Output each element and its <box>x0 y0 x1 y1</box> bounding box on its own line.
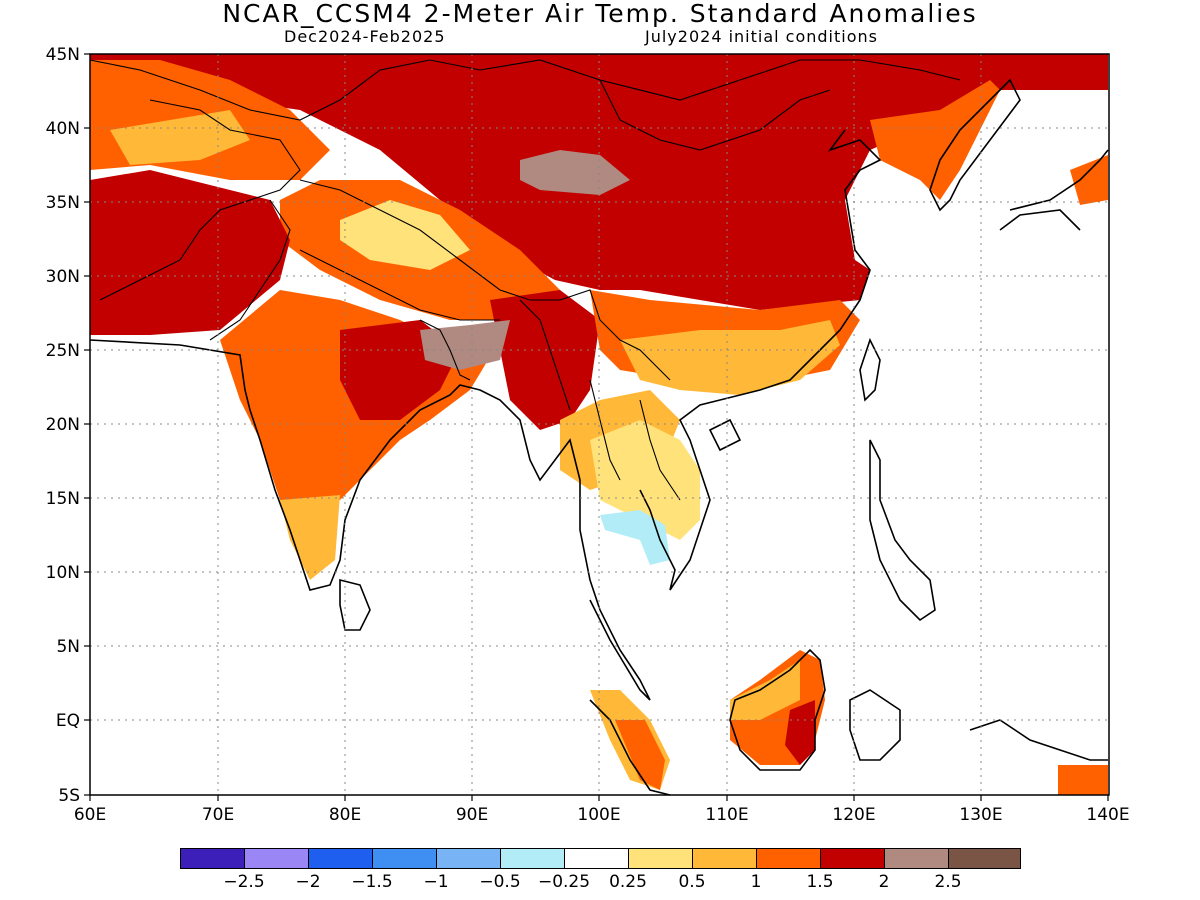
lat-label: 40N <box>46 119 80 139</box>
lat-label: 10N <box>46 563 80 583</box>
colorbar-swatch <box>756 848 821 869</box>
colorbar-swatch <box>308 848 373 869</box>
lat-label: EQ <box>56 711 80 731</box>
colorbar-label: 2.5 <box>934 872 962 892</box>
coastlines <box>89 78 1109 796</box>
lon-label: 120E <box>832 805 875 825</box>
lat-label: 15N <box>46 489 80 509</box>
anomaly-region-japan <box>1070 155 1108 205</box>
anomaly-region-sumatra-south <box>615 720 665 790</box>
colorbar-label: −0.25 <box>537 872 591 892</box>
lat-label: 25N <box>46 341 80 361</box>
lon-label: 100E <box>577 805 620 825</box>
lat-label: 5N <box>56 637 80 657</box>
lon-label: 80E <box>329 805 361 825</box>
anomaly-field <box>90 54 1108 795</box>
country-borders <box>89 59 961 501</box>
colorbar-swatch <box>628 848 693 869</box>
colorbar-label: 0.25 <box>609 872 647 892</box>
anomaly-region-myanmar <box>490 290 600 430</box>
tick-marks <box>84 53 1109 801</box>
lat-label: 30N <box>46 267 80 287</box>
colorbar-swatch <box>500 848 565 869</box>
colorbar-label: 0.5 <box>678 872 706 892</box>
anomaly-region-gulf <box>600 510 670 565</box>
colorbar-swatch <box>948 848 1021 869</box>
colorbar-label: −2 <box>295 872 321 892</box>
lat-label: 5S <box>58 786 80 806</box>
lon-label: 90E <box>456 805 488 825</box>
initial-conditions-label: July2024 initial conditions <box>645 27 878 46</box>
colorbar-label: 1 <box>750 872 762 892</box>
map-title: NCAR_CCSM4 2-Meter Air Temp. Standard An… <box>222 0 978 28</box>
anomaly-region-tarim <box>520 150 630 195</box>
anomaly-region-india-south <box>280 495 340 580</box>
colorbar-swatch <box>564 848 629 869</box>
colorbar-label: 2 <box>878 872 890 892</box>
colorbar-swatch <box>884 848 949 869</box>
colorbar-swatch <box>244 848 309 869</box>
colorbar-swatch <box>372 848 437 869</box>
graticule <box>90 54 1108 795</box>
colorbar-label: −1.5 <box>351 872 393 892</box>
anomaly-region-borneo-core <box>785 700 815 765</box>
colorbar-swatch <box>692 848 757 869</box>
lon-label: 70E <box>202 805 234 825</box>
lat-label: 35N <box>46 193 80 213</box>
lat-label: 20N <box>46 415 80 435</box>
anomaly-region-thailand <box>590 420 700 540</box>
colorbar-label: 1.5 <box>806 872 834 892</box>
anomaly-region-pakistan <box>90 170 290 335</box>
colorbar-swatch <box>820 848 885 869</box>
anomaly-region-himalaya <box>420 320 510 370</box>
colorbar-label: −0.5 <box>479 872 521 892</box>
lat-label: 45N <box>46 45 80 65</box>
anomaly-region-korea <box>870 80 1000 200</box>
lon-label: 140E <box>1086 805 1129 825</box>
colorbar-swatch <box>436 848 501 869</box>
lon-label: 130E <box>959 805 1002 825</box>
colorbar-swatch <box>180 848 245 869</box>
anomaly-region-tibet-core <box>340 200 470 270</box>
lon-label: 110E <box>705 805 748 825</box>
anomaly-region-central-asia-light <box>110 110 250 165</box>
anomaly-region-south-china-coast <box>620 320 840 395</box>
lon-label: 60E <box>74 805 106 825</box>
colorbar-label: −2.5 <box>223 872 265 892</box>
period-label: Dec2024-Feb2025 <box>284 27 446 46</box>
anomaly-region-new-guinea <box>1058 765 1108 795</box>
colorbar-label: −1 <box>423 872 449 892</box>
